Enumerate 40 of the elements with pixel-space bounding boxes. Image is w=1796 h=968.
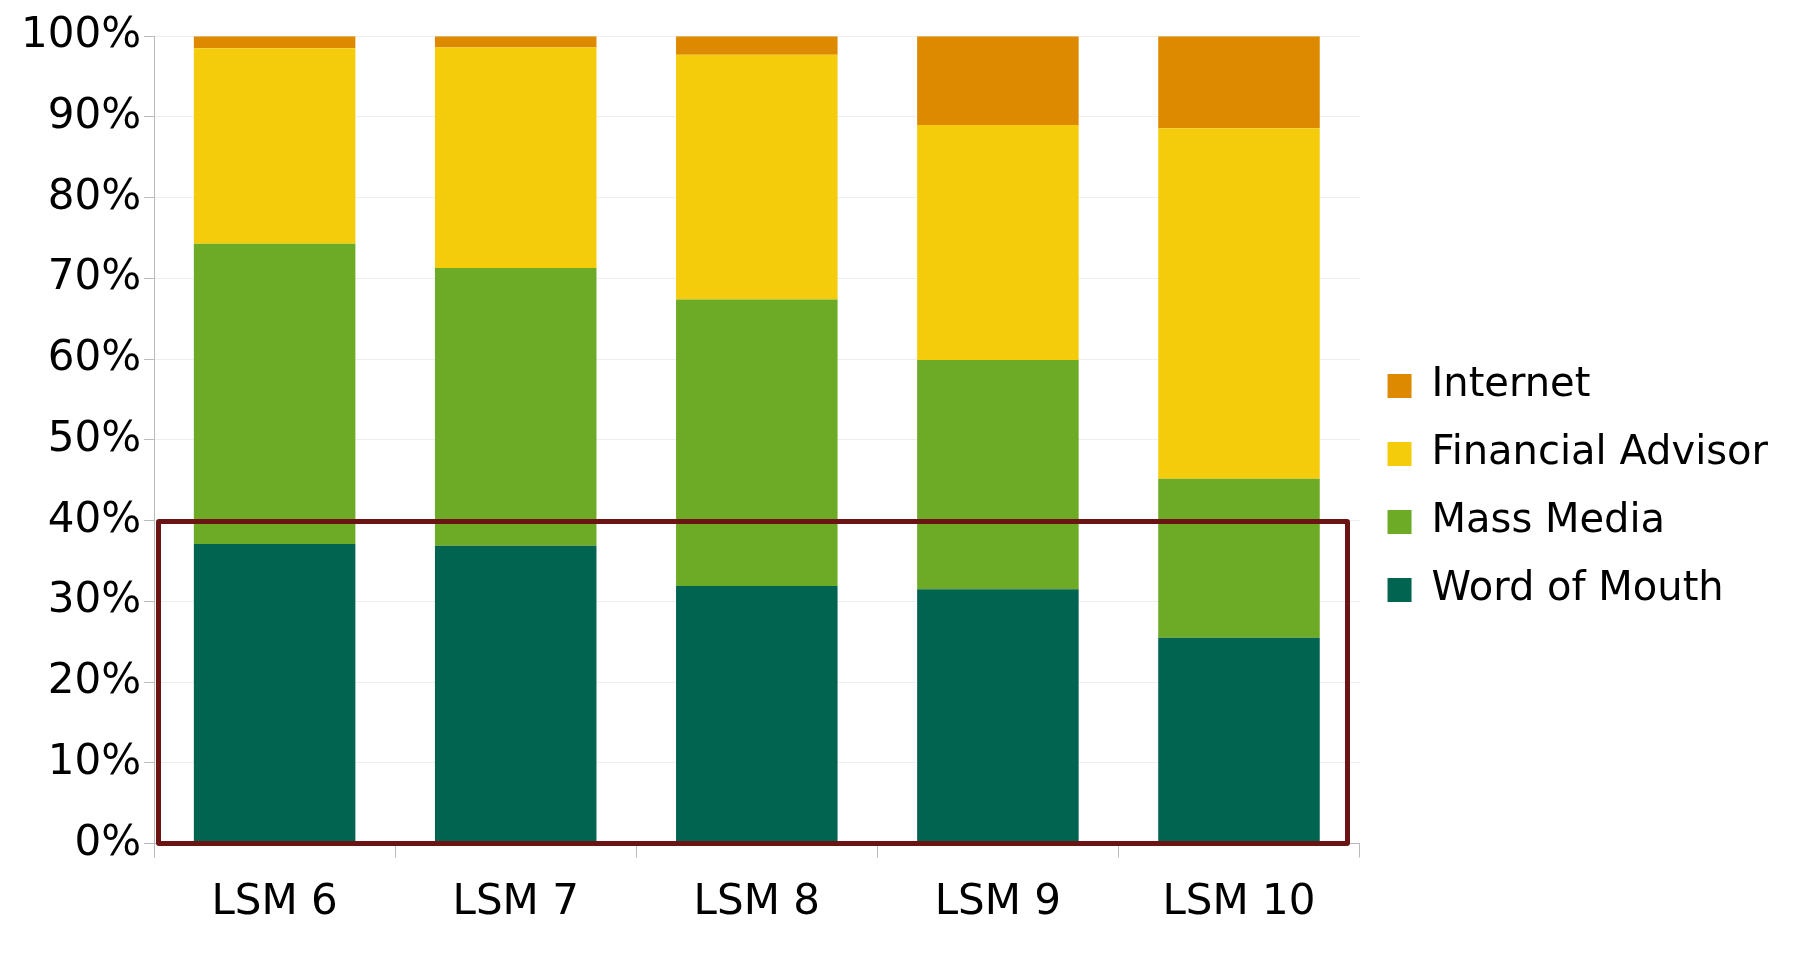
bar xyxy=(434,47,597,268)
bar xyxy=(1158,637,1320,844)
bar xyxy=(917,125,1079,360)
bar xyxy=(917,589,1079,844)
y-tick-label: 70% xyxy=(47,250,142,300)
y-tick-label: 0% xyxy=(74,815,142,865)
y-tick-label: 10% xyxy=(47,734,142,784)
legend-label: Word of Mouth xyxy=(1431,563,1724,610)
y-tick-label: 40% xyxy=(47,492,142,542)
x-tick-label: LSM 10 xyxy=(1162,874,1316,924)
bar xyxy=(676,299,838,587)
bar xyxy=(917,36,1079,126)
legend-label: Mass Media xyxy=(1431,495,1666,542)
bar xyxy=(676,36,838,55)
y-tick-label: 50% xyxy=(47,411,142,461)
y-tick-label: 100% xyxy=(21,8,142,58)
y-tick-label: 80% xyxy=(47,169,142,219)
y-tick-label: 90% xyxy=(47,88,142,138)
bar xyxy=(1158,128,1320,479)
legend-label: Internet xyxy=(1431,359,1591,406)
bar xyxy=(676,586,838,844)
bar xyxy=(1158,36,1320,129)
x-tick-label: LSM 6 xyxy=(211,874,338,924)
bar xyxy=(434,267,597,546)
bar xyxy=(193,48,356,244)
y-tick-label: 60% xyxy=(47,331,142,381)
bar xyxy=(193,36,356,49)
bar xyxy=(1158,478,1320,638)
y-tick-label: 20% xyxy=(47,654,142,704)
bar xyxy=(193,544,356,844)
x-tick-label: LSM 9 xyxy=(934,874,1062,924)
bar xyxy=(193,243,356,545)
x-tick-label: LSM 7 xyxy=(452,874,579,924)
bar xyxy=(676,54,838,300)
bar xyxy=(434,545,597,844)
y-tick-label: 30% xyxy=(47,573,142,623)
x-tick-label: LSM 8 xyxy=(693,874,820,924)
bar xyxy=(917,359,1079,590)
legend-label: Financial Advisor xyxy=(1431,427,1769,474)
bar xyxy=(434,36,597,48)
